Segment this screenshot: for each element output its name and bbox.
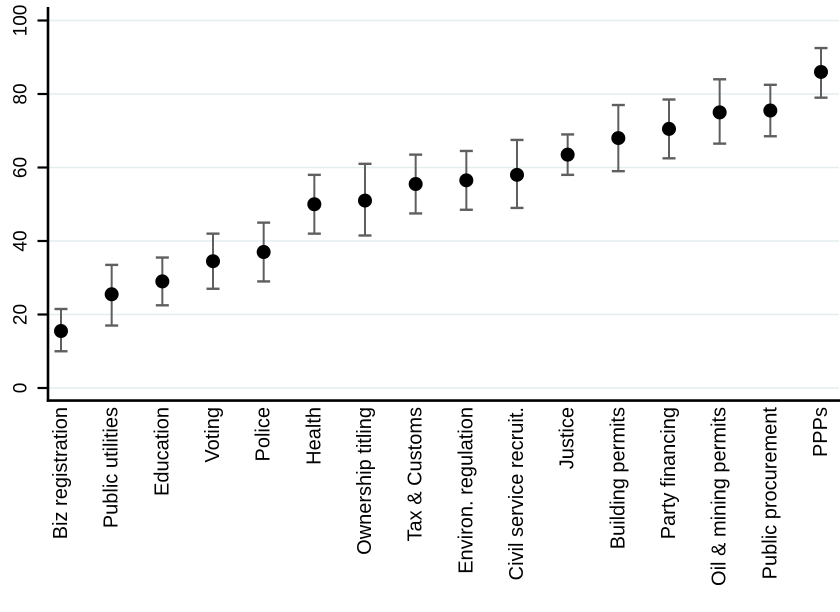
y-tick-label: 60 [11, 157, 32, 178]
y-tick-label: 0 [11, 383, 32, 394]
data-point [813, 64, 828, 79]
data-point [104, 287, 119, 302]
x-category-label: Civil service recruit. [506, 407, 528, 580]
y-tick-label: 20 [11, 304, 32, 325]
data-point [357, 193, 372, 208]
x-category-label: Ownership titling [354, 407, 376, 555]
data-point [509, 167, 524, 182]
x-category-label: Education [151, 407, 173, 496]
data-point [661, 121, 676, 136]
data-point [205, 254, 220, 269]
x-category-label: Public procurement [759, 407, 781, 580]
x-category-label: Biz registration [50, 407, 72, 539]
data-point [155, 274, 170, 289]
x-category-label: Justice [557, 407, 579, 469]
data-point [763, 103, 778, 118]
x-category-label: PPPs [810, 407, 832, 457]
x-category-label: Tax & Customs [405, 407, 427, 541]
x-category-label: Oil & mining permits [709, 407, 731, 586]
data-point [560, 147, 575, 162]
x-category-label: Public utilities [101, 407, 123, 528]
y-tick-label: 100 [11, 5, 32, 37]
x-category-label: Building permits [607, 407, 629, 549]
data-point [307, 197, 322, 212]
x-category-label: Environ. regulation [455, 407, 477, 574]
data-point [54, 324, 68, 339]
data-point [712, 105, 727, 120]
x-category-label: Party financing [658, 407, 680, 539]
y-tick-label: 40 [11, 230, 32, 251]
data-point [459, 173, 474, 188]
x-category-label: Voting [202, 407, 224, 463]
data-point [256, 245, 271, 260]
y-tick-label: 80 [11, 83, 32, 104]
x-category-label: Health [303, 407, 325, 465]
data-point [408, 177, 423, 192]
data-point [611, 131, 626, 146]
x-category-label: Police [253, 407, 275, 461]
